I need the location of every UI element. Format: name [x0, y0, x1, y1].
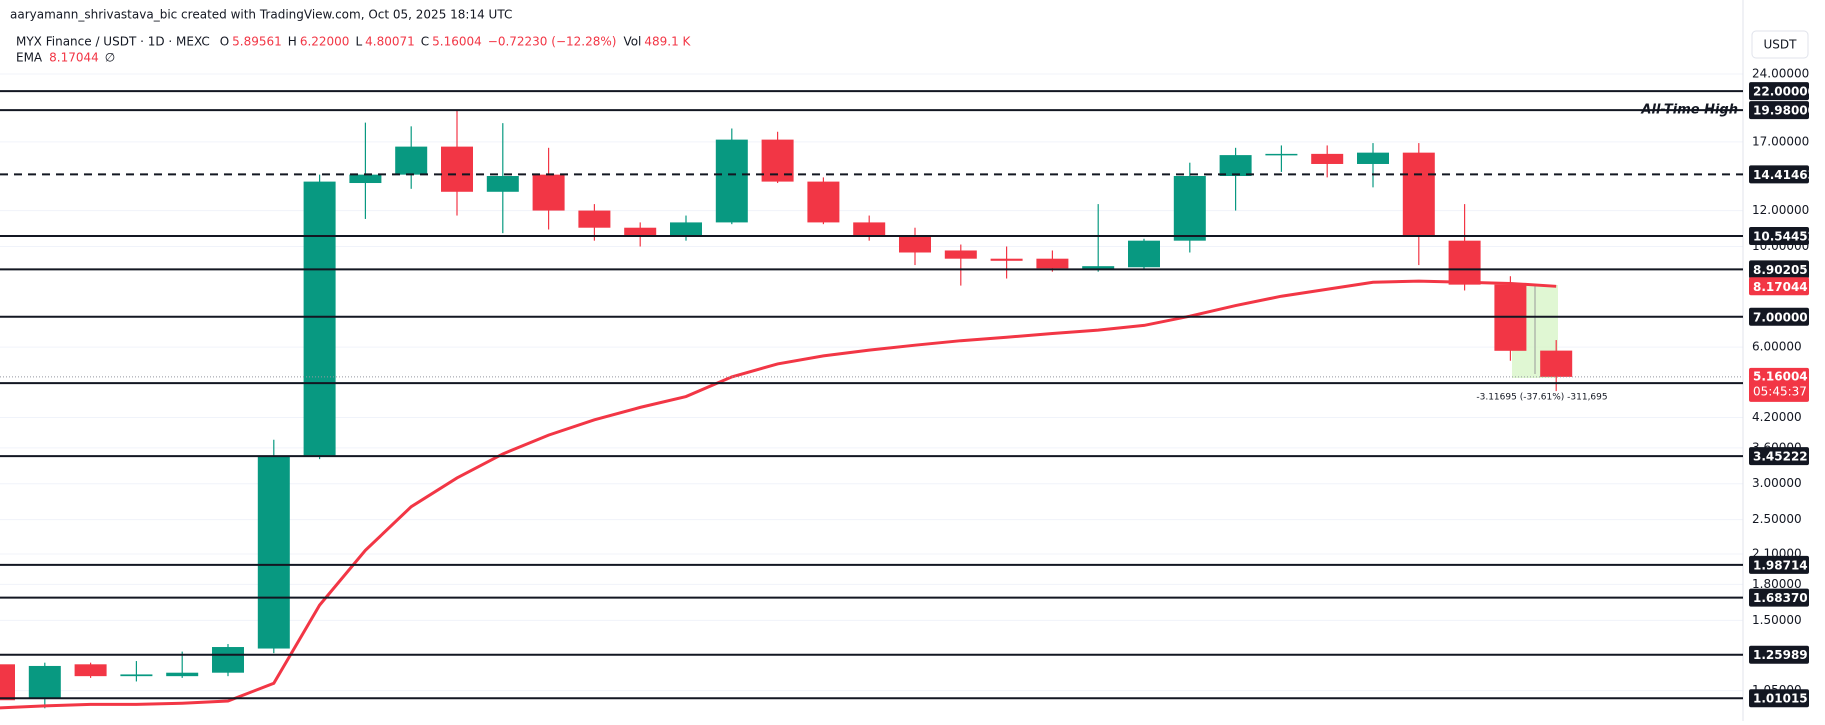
candle-body: [990, 258, 1023, 261]
candle-body: [807, 181, 840, 223]
candle-body: [1311, 153, 1344, 164]
indicator-symbol: ∅: [105, 51, 115, 65]
level-label: 1.25989: [1753, 648, 1808, 662]
candle-body: [532, 174, 565, 211]
ohlc-key: C: [421, 35, 429, 49]
level-label-box: [1749, 307, 1809, 326]
level-label: 8.90205: [1753, 263, 1808, 277]
candle-body: [120, 674, 153, 677]
candle-body: [715, 139, 748, 223]
measure-label: -3.11695 (-37.61%) -311,695: [1476, 393, 1607, 403]
candle-body: [1448, 240, 1481, 285]
ohlc-value: 6.22000: [300, 35, 350, 49]
y-tick-label: 24.00000: [1752, 66, 1809, 80]
level-label: 19.98000: [1753, 104, 1816, 118]
ohlc-value: 5.89561: [232, 35, 282, 49]
y-tick-label: 3.00000: [1752, 476, 1802, 490]
volume-key: Vol: [623, 35, 641, 49]
indicator-value: 8.17044: [49, 51, 99, 65]
legend: MYX Finance / USDT · 1D · MEXC O 5.89561 H…: [16, 35, 692, 65]
candle-body: [1540, 350, 1573, 377]
candle-body: [1357, 152, 1389, 164]
ema-label: 8.17044: [1753, 280, 1808, 294]
candle-body: [1173, 176, 1206, 241]
y-tick-label: 1.50000: [1752, 613, 1802, 627]
candle-body: [0, 664, 15, 701]
level-label: 7.00000: [1753, 310, 1808, 324]
ohlc-value: 5.16004: [432, 35, 482, 49]
level-label: 22.00000: [1753, 85, 1816, 99]
y-tick-label: 17.00000: [1752, 134, 1809, 148]
candle-body: [1036, 258, 1069, 269]
candle-body: [1219, 155, 1252, 177]
candle-body: [441, 146, 473, 192]
level-label-box: [1749, 689, 1809, 708]
ohlc-key: L: [355, 35, 362, 49]
ema-label-box: [1749, 277, 1809, 296]
candle-body: [1265, 153, 1298, 156]
change: −0.72230 (−12.28%): [488, 35, 617, 49]
candle-body: [1082, 266, 1115, 270]
level-label-box: [1749, 260, 1809, 279]
y-tick-label: 6.00000: [1752, 340, 1802, 354]
level-label-box: [1749, 101, 1809, 120]
level-label: 3.45222: [1753, 450, 1808, 464]
currency-button[interactable]: [1751, 30, 1809, 59]
level-label-box: [1749, 82, 1809, 101]
level-label-box: [1749, 227, 1809, 246]
candle-body: [853, 222, 886, 237]
level-label-box: [1749, 447, 1809, 466]
currency[interactable]: USDT: [1764, 38, 1798, 52]
candle-body: [624, 227, 657, 237]
candle-body: [1128, 240, 1160, 268]
plot-layer: [0, 110, 1743, 710]
level-label: 14.41463: [1753, 168, 1816, 182]
candle-body: [1402, 152, 1435, 237]
level-label: 1.01015: [1753, 692, 1808, 706]
level-label: 1.68370: [1753, 591, 1808, 605]
candle-body: [486, 176, 519, 192]
candle-body: [28, 665, 61, 699]
y-tick-label: 12.00000: [1752, 203, 1809, 217]
candle-body: [166, 672, 199, 677]
candle-body: [349, 174, 382, 184]
indicator-name: EMA: [16, 51, 43, 65]
y-tick-label: 2.50000: [1752, 512, 1802, 526]
candle-body: [944, 250, 977, 259]
candle-body: [899, 236, 931, 253]
candle-body: [670, 222, 702, 237]
level-label-box: [1749, 555, 1809, 574]
ohlc-key: O: [220, 35, 229, 49]
last-price-box: [1749, 367, 1809, 402]
level-label-box: [1749, 165, 1809, 184]
candle-body: [212, 647, 244, 673]
ohlc-key: H: [288, 35, 297, 49]
ema-line: [0, 279, 1557, 710]
candle-body: [74, 664, 107, 677]
last-price-label: 5.16004: [1753, 369, 1808, 383]
level-label: 1.98714: [1753, 558, 1808, 572]
level-label-box: [1749, 645, 1809, 664]
candle-body: [395, 146, 428, 175]
candle-body: [257, 456, 290, 649]
grid-layer: [0, 73, 1743, 692]
creator-note: aaryamann_shrivastava_bic created with T…: [10, 8, 512, 22]
volume-value: 489.1 K: [644, 35, 691, 49]
ohlc-value: 4.80071: [365, 35, 415, 49]
level-label: 10.54452: [1753, 230, 1816, 244]
candle-body: [578, 210, 611, 228]
symbol: MYX Finance / USDT · 1D · MEXC: [16, 35, 210, 49]
countdown: 05:45:37: [1753, 384, 1807, 398]
y-tick-label: 4.20000: [1752, 410, 1802, 424]
candle-body: [303, 181, 336, 457]
y-tick-label: 1.80000: [1752, 577, 1802, 591]
level-label-box: [1749, 588, 1809, 607]
